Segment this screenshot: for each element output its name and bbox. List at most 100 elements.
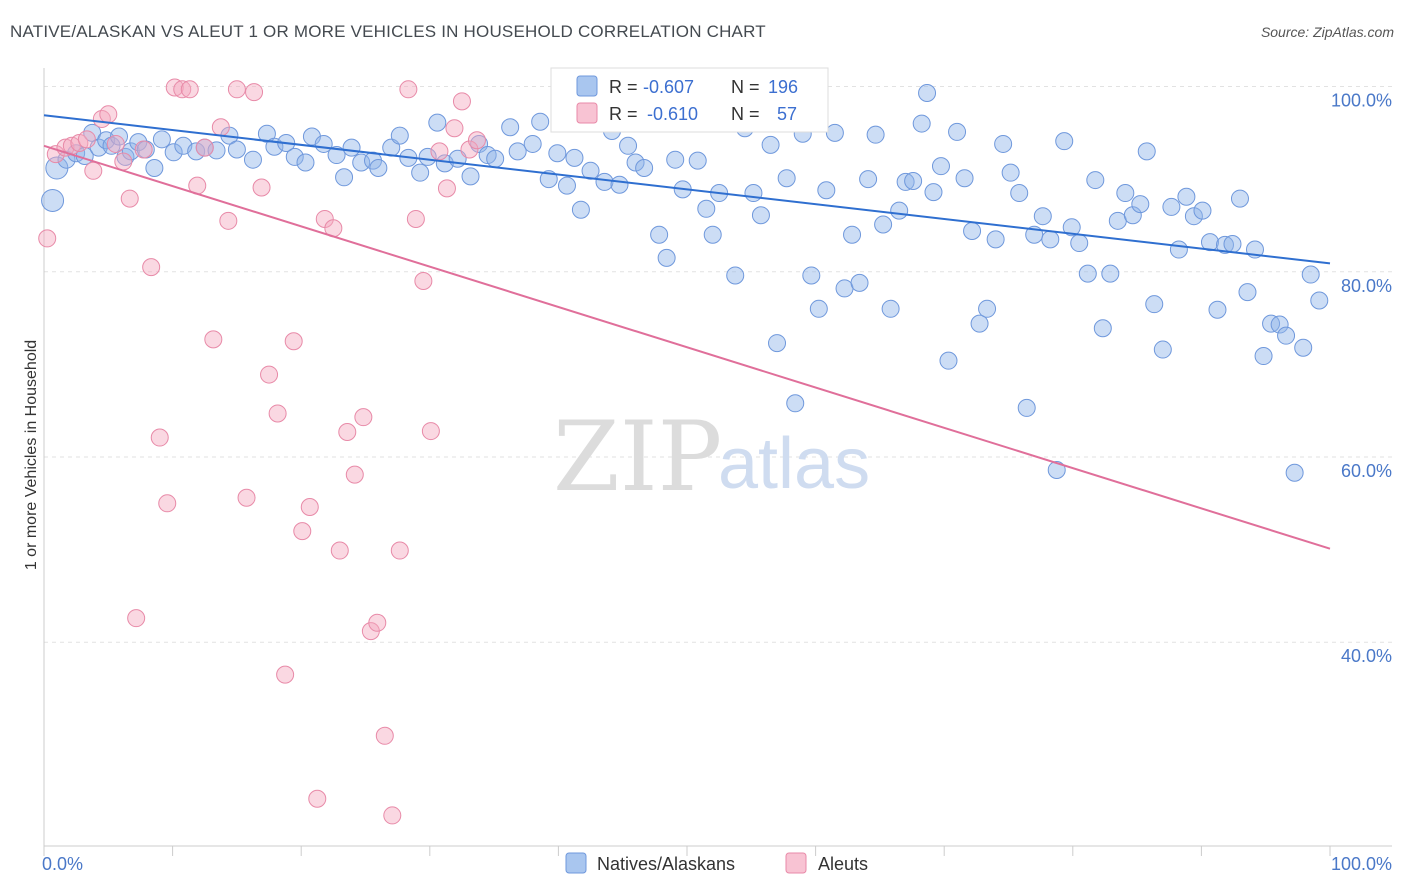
point-natives <box>626 153 645 172</box>
point-natives <box>1215 235 1234 254</box>
grid-lines <box>44 86 1392 643</box>
point-natives <box>890 201 909 220</box>
point-natives <box>1010 184 1029 203</box>
point-natives <box>881 299 900 318</box>
point-aleuts <box>284 332 303 351</box>
point-natives <box>843 225 862 244</box>
point-natives <box>610 175 629 194</box>
y-tick-label: 40.0% <box>1341 646 1392 666</box>
y-tick-label: 80.0% <box>1341 276 1392 296</box>
x-tick-label: 100.0% <box>1331 854 1392 874</box>
point-natives <box>1033 207 1052 226</box>
point-aleuts <box>252 178 271 197</box>
point-aleuts <box>268 404 287 423</box>
point-aleuts <box>237 488 256 507</box>
point-aleuts <box>127 609 146 628</box>
watermark-zip: ZIP <box>553 401 722 513</box>
y-tick-labels: 100.0% 80.0% 60.0% 40.0% <box>1331 91 1392 667</box>
point-natives <box>986 230 1005 249</box>
point-natives <box>595 172 614 191</box>
point-natives <box>904 171 923 190</box>
stats-n-label-natives: N = <box>731 77 760 97</box>
point-aleuts <box>430 142 449 161</box>
point-natives <box>874 215 893 234</box>
point-natives <box>285 147 304 166</box>
point-aleuts <box>445 119 464 138</box>
point-aleuts <box>338 422 357 441</box>
point-natives <box>859 170 878 189</box>
point-natives <box>1270 315 1289 334</box>
point-natives <box>619 136 638 155</box>
point-natives <box>1078 264 1097 283</box>
point-natives <box>1116 184 1135 203</box>
point-natives <box>1310 291 1329 310</box>
point-aleuts <box>345 465 364 484</box>
point-aleuts <box>383 806 402 825</box>
point-natives <box>1223 234 1242 253</box>
point-natives <box>1093 319 1112 338</box>
point-natives <box>1108 211 1127 230</box>
point-natives <box>1001 163 1020 182</box>
point-aleuts <box>120 189 139 208</box>
point-natives <box>896 172 915 191</box>
point-natives <box>970 314 989 333</box>
point-aleuts <box>390 541 409 560</box>
y-tick-label: 100.0% <box>1331 91 1392 111</box>
y-tick-label: 60.0% <box>1341 461 1392 481</box>
point-natives <box>1153 340 1172 359</box>
point-natives <box>41 188 65 212</box>
point-aleuts <box>150 428 169 447</box>
point-natives <box>850 273 869 292</box>
x-tick-labels: 0.0% 100.0% <box>42 854 1392 874</box>
point-aleuts <box>460 140 479 159</box>
point-natives <box>1200 233 1219 252</box>
point-natives <box>1277 326 1296 345</box>
point-natives <box>978 299 997 318</box>
stats-swatch-natives <box>576 75 598 97</box>
point-aleuts <box>354 408 373 427</box>
point-natives <box>802 266 821 285</box>
point-natives <box>1285 463 1304 482</box>
point-natives <box>327 146 346 165</box>
point-natives <box>335 168 354 187</box>
point-aleuts <box>134 140 153 159</box>
point-aleuts <box>227 80 246 99</box>
point-natives <box>1238 283 1257 302</box>
point-natives <box>768 334 787 353</box>
point-natives <box>581 161 600 180</box>
point-natives <box>657 248 676 267</box>
point-aleuts <box>165 78 184 97</box>
point-natives <box>751 206 770 225</box>
point-aleuts <box>300 498 319 517</box>
point-aleuts <box>260 365 279 384</box>
point-natives <box>761 135 780 154</box>
y-axis-label: 1 or more Vehicles in Household <box>23 340 40 570</box>
point-natives <box>428 113 447 132</box>
stats-r-value-natives: -0.607 <box>643 77 694 97</box>
point-natives <box>948 122 967 141</box>
point-natives <box>296 153 315 172</box>
point-natives <box>571 200 590 219</box>
point-natives <box>461 167 480 186</box>
point-natives <box>369 159 388 178</box>
point-aleuts <box>245 83 264 102</box>
point-aleuts <box>114 152 133 171</box>
point-natives <box>1177 187 1196 206</box>
point-natives <box>411 163 430 182</box>
point-natives <box>342 138 361 157</box>
point-natives <box>825 123 844 142</box>
point-natives <box>352 153 371 172</box>
point-natives <box>703 225 722 244</box>
legend-swatch-aleuts <box>785 852 807 874</box>
point-aleuts <box>375 726 394 745</box>
point-natives <box>918 84 937 103</box>
point-natives <box>501 118 520 137</box>
point-natives <box>565 148 584 167</box>
point-natives <box>187 142 206 161</box>
point-natives <box>994 134 1013 153</box>
point-natives <box>164 143 183 162</box>
point-natives <box>777 169 796 188</box>
stats-legend: R = -0.607 N = 196 R = -0.610 N = 57 <box>550 67 829 133</box>
point-natives <box>531 112 550 131</box>
chart-source: Source: ZipAtlas.com <box>1260 24 1394 40</box>
